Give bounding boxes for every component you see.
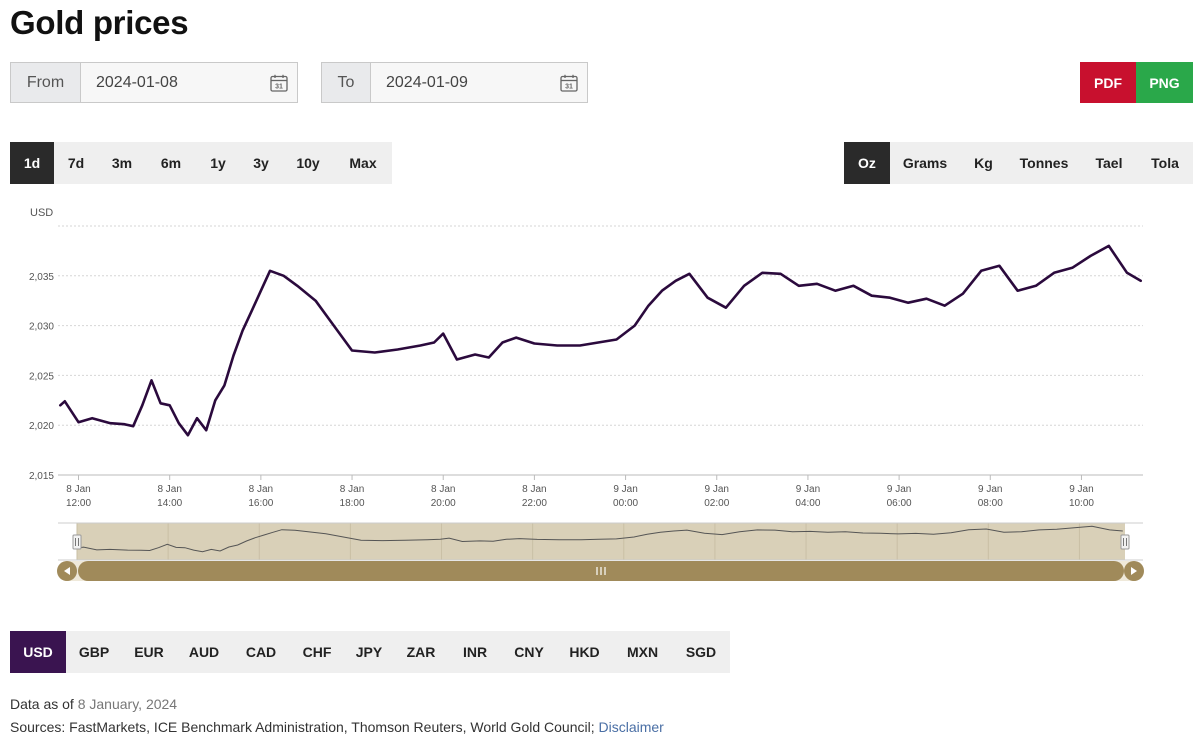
currency-sgd[interactable]: SGD — [685, 644, 717, 660]
disclaimer-link[interactable]: Disclaimer — [598, 719, 664, 735]
currency-usd[interactable]: USD — [10, 631, 66, 673]
period-10y[interactable]: 10y — [296, 155, 320, 171]
x-tick-time: 16:00 — [248, 498, 273, 509]
x-tick-date: 9 Jan — [796, 484, 820, 495]
y-tick-label: 2,035 — [29, 272, 54, 283]
x-tick-time: 22:00 — [522, 498, 547, 509]
x-tick-time: 12:00 — [66, 498, 91, 509]
x-tick-date: 8 Jan — [249, 484, 273, 495]
x-tick-time: 18:00 — [340, 498, 365, 509]
data-as-of-label: Data as of — [10, 696, 74, 712]
page-title: Gold prices — [10, 4, 189, 41]
x-tick-date: 9 Jan — [978, 484, 1002, 495]
currency-chf[interactable]: CHF — [302, 644, 332, 660]
period-6m[interactable]: 6m — [160, 155, 182, 171]
x-tick-time: 04:00 — [795, 498, 820, 509]
unit-tael[interactable]: Tael — [1095, 155, 1123, 171]
to-label: To — [322, 63, 371, 102]
unit-oz[interactable]: Oz — [844, 142, 890, 184]
x-tick-time: 10:00 — [1069, 498, 1094, 509]
x-tick-time: 20:00 — [431, 498, 456, 509]
to-date-group: To 2024-01-09 31 — [321, 62, 588, 103]
y-tick-label: 2,025 — [29, 371, 54, 382]
currency-selector: USD GBP EUR AUD CAD CHF JPY ZAR INR CNY HKD MXN SGD — [10, 631, 730, 673]
navigator-series — [79, 525, 1123, 553]
currency-gbp[interactable]: GBP — [78, 644, 110, 660]
from-date-group: From 2024-01-08 31 — [10, 62, 298, 103]
y-tick-label: 2,020 — [29, 421, 54, 432]
x-tick-time: 00:00 — [613, 498, 638, 509]
chevron-right-icon — [1131, 567, 1137, 575]
period-1d[interactable]: 1d — [10, 142, 54, 184]
navigator-window — [77, 523, 1125, 560]
currency-inr[interactable]: INR — [462, 644, 488, 660]
x-tick-time: 02:00 — [704, 498, 729, 509]
currency-aud[interactable]: AUD — [188, 644, 220, 660]
currency-hkd[interactable]: HKD — [569, 644, 600, 660]
unit-tonnes[interactable]: Tonnes — [1019, 155, 1069, 171]
currency-zar[interactable]: ZAR — [406, 644, 436, 660]
x-tick-date: 9 Jan — [613, 484, 637, 495]
data-as-of: Data as of 8 January, 2024 — [10, 696, 177, 712]
to-date-value: 2024-01-09 — [386, 73, 468, 91]
price-series-line[interactable] — [58, 244, 1142, 437]
x-tick-date: 8 Jan — [66, 484, 90, 495]
y-tick-label: 2,030 — [29, 322, 54, 333]
price-chart[interactable]: USD 2,015 2,020 2,025 2,030 2,035 8 Jan 12:00 8 … — [0, 195, 1200, 595]
from-label: From — [11, 63, 81, 102]
period-selector: 1d 7d 3m 6m 1y 3y 10y Max — [10, 142, 392, 184]
x-tick-date: 9 Jan — [1069, 484, 1093, 495]
period-3m[interactable]: 3m — [111, 155, 133, 171]
sources: Sources: FastMarkets, ICE Benchmark Admi… — [10, 719, 664, 735]
x-tick-time: 08:00 — [978, 498, 1003, 509]
x-tick-date: 8 Jan — [522, 484, 546, 495]
currency-jpy[interactable]: JPY — [355, 644, 383, 660]
navigator-left-handle[interactable] — [72, 534, 82, 550]
sources-text: Sources: FastMarkets, ICE Benchmark Admi… — [10, 719, 595, 735]
unit-selector: Oz Grams Kg Tonnes Tael Tola — [844, 142, 1193, 184]
period-7d[interactable]: 7d — [67, 155, 85, 171]
currency-eur[interactable]: EUR — [134, 644, 164, 660]
calendar-icon[interactable]: 31 — [560, 74, 578, 92]
calendar-icon[interactable]: 31 — [270, 74, 288, 92]
currency-cad[interactable]: CAD — [245, 644, 277, 660]
to-date-input[interactable]: 2024-01-09 31 — [371, 63, 587, 102]
from-date-input[interactable]: 2024-01-08 31 — [81, 63, 297, 102]
navigator-right-handle[interactable] — [1120, 534, 1130, 550]
period-max[interactable]: Max — [349, 155, 377, 171]
x-tick-time: 06:00 — [887, 498, 912, 509]
x-tick-date: 9 Jan — [887, 484, 911, 495]
chevron-left-icon — [64, 567, 70, 575]
period-1y[interactable]: 1y — [210, 155, 226, 171]
png-button[interactable]: PNG — [1136, 62, 1193, 103]
svg-text:31: 31 — [565, 84, 573, 91]
x-tick-date: 9 Jan — [705, 484, 729, 495]
y-tick-label: 2,015 — [29, 471, 54, 482]
from-date-value: 2024-01-08 — [96, 73, 178, 91]
unit-kg[interactable]: Kg — [974, 155, 993, 171]
currency-mxn[interactable]: MXN — [626, 644, 659, 660]
period-3y[interactable]: 3y — [253, 155, 269, 171]
data-as-of-value: 8 January, 2024 — [77, 696, 178, 712]
y-axis-title: USD — [30, 207, 53, 219]
x-tick-time: 14:00 — [157, 498, 182, 509]
x-tick-date: 8 Jan — [340, 484, 364, 495]
currency-cny[interactable]: CNY — [514, 644, 544, 660]
unit-tola[interactable]: Tola — [1151, 155, 1179, 171]
x-tick-date: 8 Jan — [157, 484, 181, 495]
x-tick-date: 8 Jan — [431, 484, 455, 495]
pdf-button[interactable]: PDF — [1080, 62, 1136, 103]
svg-text:31: 31 — [275, 84, 283, 91]
unit-grams[interactable]: Grams — [902, 155, 948, 171]
